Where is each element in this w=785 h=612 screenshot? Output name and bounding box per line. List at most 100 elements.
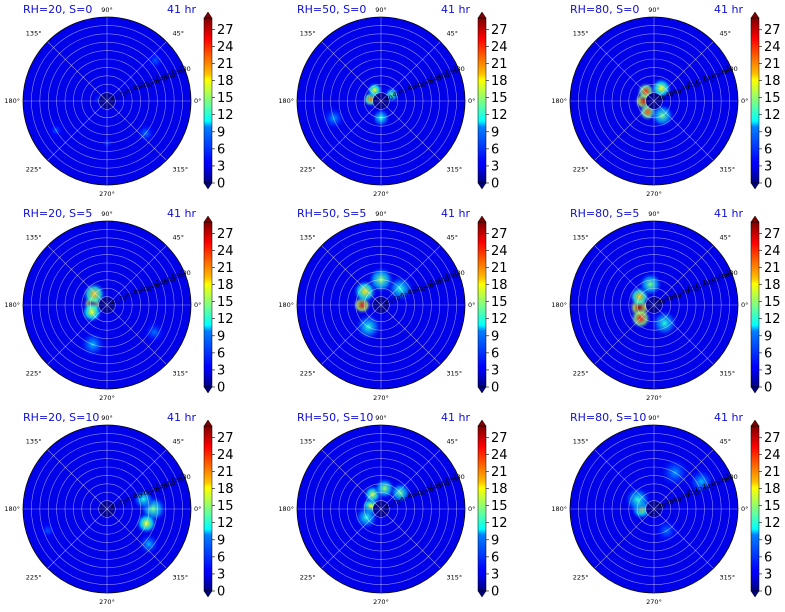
angle-tick-label: 180°	[4, 505, 20, 513]
panel-time-label: 41 hr	[167, 207, 196, 220]
angular-gridline	[594, 449, 655, 510]
angle-tick-label: 135°	[573, 233, 589, 241]
angle-tick-label: 45°	[173, 29, 185, 37]
radial-tick-label: 120	[421, 282, 433, 290]
polar-panel: 20 40 60 8010012014016018020090°45°0°315°27…	[278, 3, 507, 198]
angular-gridline	[321, 41, 382, 102]
angle-tick-label: 225°	[26, 370, 42, 378]
polar-frame	[296, 16, 466, 186]
colorbar	[477, 17, 487, 184]
colorbar-tick-label: 6	[764, 346, 772, 361]
colorbar-tick-label: 21	[491, 57, 508, 72]
radial-tick-label: 200	[178, 269, 190, 277]
angle-tick-label: 90°	[648, 6, 660, 14]
angle-tick-label: 315°	[720, 166, 736, 174]
colorbar-tick-label: 12	[217, 516, 234, 531]
colorbar-tick-label: 12	[491, 516, 508, 531]
polar-frame	[22, 424, 192, 594]
angular-gridline	[321, 508, 382, 569]
intensity-region	[624, 486, 652, 513]
angle-tick-label: 315°	[173, 574, 189, 582]
colorbar-tick-label: 6	[217, 550, 225, 565]
radial-tick-label: 140	[429, 482, 441, 490]
colorbar-tick-label: 24	[217, 244, 234, 259]
colorbar-extend-max	[477, 419, 487, 427]
colorbar-extend-min	[203, 386, 213, 394]
angle-tick-label: 270°	[373, 394, 389, 402]
angle-tick-label: 45°	[173, 233, 185, 241]
angle-tick-label: 0°	[468, 505, 475, 513]
angle-tick-label: 135°	[300, 233, 316, 241]
angle-tick-label: 180°	[278, 97, 294, 105]
colorbar-extend-max	[477, 11, 487, 19]
colorbar	[750, 17, 760, 184]
radial-tick-label: 100	[140, 489, 152, 497]
colorbar-extend-max	[750, 419, 760, 427]
panel-time-label: 41 hr	[714, 207, 743, 220]
angle-tick-label: 90°	[648, 210, 660, 218]
intensity-region	[37, 519, 59, 542]
radial-tick-label: 160	[163, 71, 175, 79]
colorbar-tick-label: 24	[491, 448, 508, 463]
colorbar-tick-label: 6	[491, 550, 499, 565]
radial-tick-label: 100	[414, 489, 426, 497]
radial-tick-label: 20	[111, 502, 119, 510]
angle-tick-label: 135°	[300, 437, 316, 445]
angle-tick-label: 315°	[447, 370, 463, 378]
colorbar-tick-label: 15	[217, 91, 234, 106]
radial-tick-label: 40	[118, 295, 126, 303]
angle-tick-label: 225°	[300, 370, 316, 378]
polar-panel: 20 40 60 8010012014016018020090°45°0°315°27…	[551, 3, 780, 198]
radial-tick-label: 80	[681, 492, 689, 500]
colorbar-tick-label: 6	[491, 346, 499, 361]
radial-tick-label: 40	[118, 499, 126, 507]
radial-tick-label: 100	[414, 81, 426, 89]
angular-gridline	[47, 41, 108, 102]
colorbar-tick-label: 18	[491, 74, 508, 89]
colorbar-tick-label: 0	[764, 381, 772, 396]
angle-tick-label: 0°	[468, 97, 475, 105]
angle-tick-label: 315°	[173, 370, 189, 378]
angle-tick-label: 0°	[468, 301, 475, 309]
radial-tick-label: 180	[718, 272, 730, 280]
angle-tick-label: 270°	[646, 394, 662, 402]
angle-tick-label: 90°	[375, 6, 387, 14]
intensity-region	[142, 320, 167, 345]
radial-tick-label: 60	[126, 495, 134, 503]
colorbar-tick-label: 18	[764, 74, 781, 89]
radial-tick-label: 80	[408, 84, 416, 92]
radial-tick-label: 140	[702, 74, 714, 82]
angular-gridline	[47, 449, 108, 510]
colorbar-tick-label: 3	[491, 567, 499, 582]
colorbar-tick-label: 27	[764, 431, 781, 446]
radial-tick-label: 160	[710, 275, 722, 283]
colorbar-tick-label: 0	[217, 177, 225, 192]
radial-tick-label: 60	[400, 291, 408, 299]
angular-gridline	[653, 508, 714, 569]
colorbar-extend-min	[477, 182, 487, 190]
radial-tick-label: 20	[658, 502, 666, 510]
angle-tick-label: 270°	[646, 598, 662, 606]
colorbar	[750, 221, 760, 388]
angle-tick-label: 270°	[373, 598, 389, 606]
colorbar-tick-label: 21	[217, 465, 234, 480]
radial-tick-label: 40	[392, 295, 400, 303]
angle-tick-label: 315°	[447, 574, 463, 582]
radial-tick-label: 140	[155, 278, 167, 286]
radial-tick-label: 120	[694, 78, 706, 86]
colorbar	[203, 221, 213, 388]
colorbar-tick-label: 6	[764, 142, 772, 157]
polar-panel: 20 40 60 8010012014016018020090°45°0°315°27…	[278, 207, 507, 402]
colorbar-tick-label: 21	[491, 465, 508, 480]
colorbar-tick-label: 6	[491, 142, 499, 157]
radial-tick-label: 120	[147, 282, 159, 290]
colorbar-extend-min	[477, 386, 487, 394]
colorbar-tick-label: 18	[491, 482, 508, 497]
angular-gridline	[321, 245, 382, 306]
colorbar-tick-label: 12	[491, 312, 508, 327]
colorbar-tick-label: 15	[764, 91, 781, 106]
angle-tick-label: 225°	[300, 574, 316, 582]
colorbar-tick-label: 3	[491, 363, 499, 378]
radial-tick-label: 180	[171, 272, 183, 280]
colorbar-tick-label: 3	[764, 567, 772, 582]
